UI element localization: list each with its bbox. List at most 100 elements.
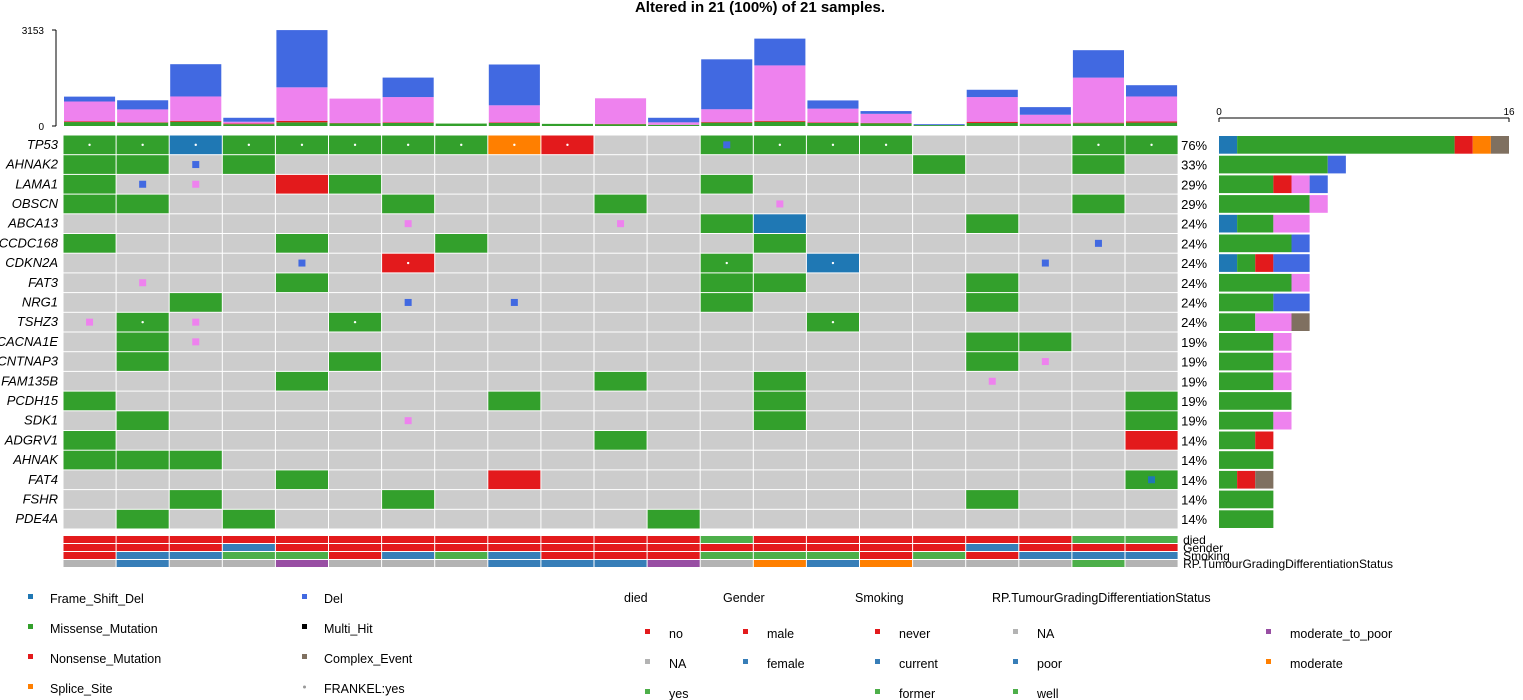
matrix-cell — [966, 135, 1019, 155]
side-bar-segment — [1219, 470, 1238, 489]
matrix-cell — [382, 234, 435, 253]
top-bar-segment — [64, 122, 116, 126]
annotation-cell — [116, 544, 169, 551]
matrix-cell — [488, 214, 541, 233]
matrix-cell — [753, 234, 806, 253]
gene-label: CCDC168 — [0, 235, 59, 250]
matrix-cell — [700, 332, 753, 352]
matrix-cell — [169, 450, 222, 470]
matrix-cell — [966, 411, 1019, 430]
matrix-cell — [806, 391, 859, 411]
side-bar-segment — [1219, 510, 1274, 528]
frankel-marker — [141, 143, 144, 147]
gene-label: TSHZ3 — [17, 314, 59, 329]
frankel-marker — [194, 143, 197, 147]
annotation-cell — [169, 544, 222, 551]
matrix-cell — [1125, 194, 1178, 214]
frankel-marker — [884, 143, 888, 147]
annotation-cell — [329, 560, 382, 567]
gene-percent-label: 24% — [1181, 276, 1207, 291]
inner-mutation-marker — [1041, 259, 1049, 267]
matrix-cell — [753, 371, 806, 391]
gene-percent-label: 24% — [1181, 315, 1207, 330]
matrix-cell — [488, 194, 541, 214]
matrix-cell — [541, 253, 594, 273]
legend-swatch — [28, 654, 33, 659]
matrix-cell — [1072, 490, 1125, 509]
matrix-cell — [647, 194, 700, 214]
matrix-cell — [1072, 214, 1125, 233]
inner-mutation-marker — [139, 279, 147, 287]
annotation-cell — [913, 536, 966, 543]
matrix-cell — [435, 371, 488, 391]
legend-label: never — [899, 627, 930, 641]
annotation-cell — [1019, 552, 1072, 559]
gene-percent-label: 14% — [1181, 453, 1207, 468]
matrix-cell — [966, 293, 1019, 312]
side-bar-segment — [1273, 333, 1292, 351]
matrix-cell — [435, 450, 488, 470]
matrix-cell — [647, 332, 700, 352]
side-bar-segment — [1219, 411, 1274, 430]
annotation-cell — [382, 552, 435, 559]
matrix-cell — [382, 352, 435, 371]
side-bar-tick-label: 0 — [1216, 107, 1222, 118]
top-bar-segment — [382, 122, 434, 126]
matrix-cell — [753, 470, 806, 490]
top-bar-segment — [488, 105, 540, 123]
matrix-cell — [700, 411, 753, 430]
legend-swatch — [303, 685, 306, 689]
matrix-cell — [222, 371, 275, 391]
matrix-cell — [169, 371, 222, 391]
matrix-cell — [1019, 293, 1072, 312]
top-bar-segment — [1126, 122, 1178, 126]
matrix-cell — [913, 411, 966, 430]
matrix-cell — [1019, 470, 1072, 490]
matrix-cell — [169, 273, 222, 293]
matrix-cell — [594, 194, 647, 214]
annotation-cell — [382, 536, 435, 543]
matrix-cell — [435, 253, 488, 273]
matrix-cell — [1125, 431, 1178, 450]
matrix-cell — [275, 490, 328, 509]
matrix-cell — [435, 509, 488, 529]
matrix-cell — [541, 371, 594, 391]
side-bar-segment — [1255, 254, 1274, 272]
matrix-cell — [222, 490, 275, 509]
matrix-cell — [329, 194, 382, 214]
matrix-cell — [329, 253, 382, 273]
matrix-cell — [806, 509, 859, 529]
annotation-cell — [222, 560, 275, 567]
matrix-cell — [63, 293, 116, 312]
matrix-cell — [275, 332, 328, 352]
matrix-cell — [966, 431, 1019, 450]
matrix-cell — [700, 509, 753, 529]
annotation-cell — [541, 560, 594, 567]
matrix-cell — [1072, 273, 1125, 293]
annotation-cell — [541, 544, 594, 551]
matrix-cell — [541, 490, 594, 509]
matrix-cell — [541, 450, 594, 470]
matrix-cell — [435, 470, 488, 490]
matrix-cell — [806, 174, 859, 194]
matrix-cell — [169, 214, 222, 233]
top-bar-segment — [276, 120, 328, 123]
matrix-cell — [488, 234, 541, 253]
legend-swatch — [302, 594, 307, 599]
matrix-cell — [700, 352, 753, 371]
matrix-cell — [169, 234, 222, 253]
matrix-cell — [860, 391, 913, 411]
matrix-cell — [594, 312, 647, 332]
matrix-cell — [1072, 174, 1125, 194]
matrix-cell — [1125, 371, 1178, 391]
matrix-cell — [594, 431, 647, 450]
matrix-cell — [753, 431, 806, 450]
side-bar-segment — [1291, 234, 1310, 253]
matrix-cell — [966, 234, 1019, 253]
matrix-cell — [860, 273, 913, 293]
matrix-cell — [1125, 332, 1178, 352]
matrix-cell — [594, 174, 647, 194]
matrix-cell — [753, 332, 806, 352]
matrix-cell — [222, 312, 275, 332]
matrix-cell — [541, 194, 594, 214]
